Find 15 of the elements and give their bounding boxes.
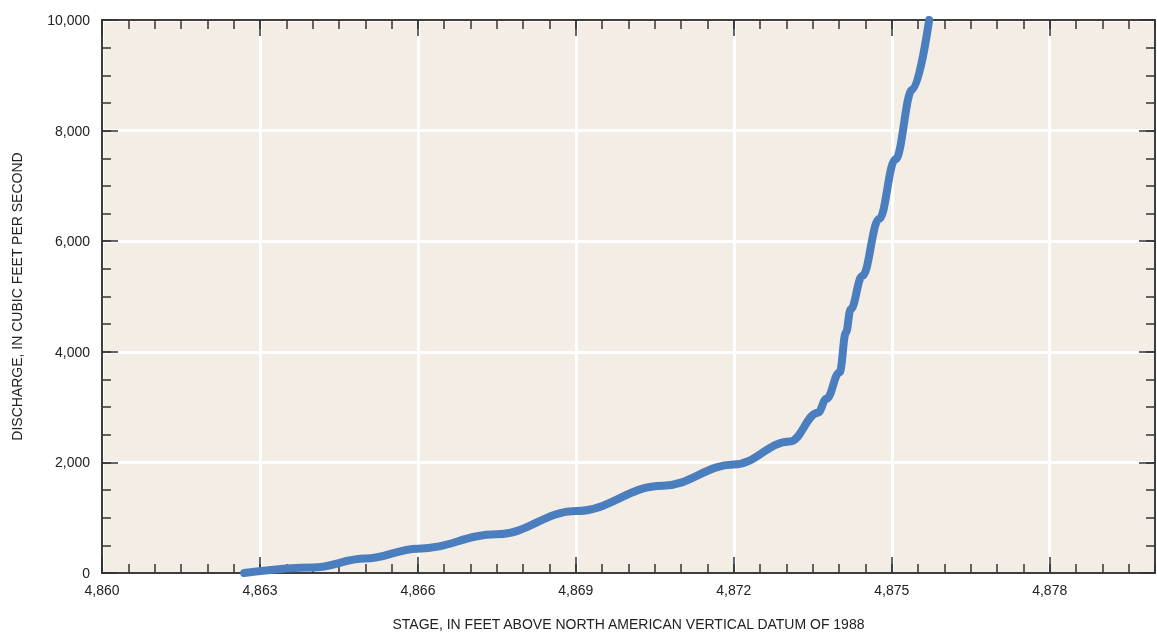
x-tick-label: 4,872 bbox=[716, 582, 752, 598]
y-axis-title: DISCHARGE, IN CUBIC FEET PER SECOND bbox=[9, 152, 25, 441]
y-tick-label: 8,000 bbox=[54, 122, 91, 139]
y-tick-label: 0 bbox=[82, 565, 91, 581]
x-tick-label: 4,869 bbox=[558, 582, 594, 598]
y-tick-label: 4,000 bbox=[54, 343, 91, 360]
x-tick-label: 4,860 bbox=[84, 582, 120, 598]
x-tick-label: 4,878 bbox=[1032, 582, 1068, 598]
x-tick-label: 4,863 bbox=[242, 582, 278, 598]
y-tick-label: 10,000 bbox=[47, 12, 91, 28]
x-tick-label: 4,875 bbox=[874, 582, 910, 598]
y-tick-label: 6,000 bbox=[54, 233, 91, 250]
x-tick-label: 4,866 bbox=[400, 582, 436, 598]
x-axis-title: STAGE, IN FEET ABOVE NORTH AMERICAN VERTICAL DATUM OF 1988 bbox=[392, 616, 865, 632]
y-tick-label: 2,000 bbox=[54, 454, 91, 471]
